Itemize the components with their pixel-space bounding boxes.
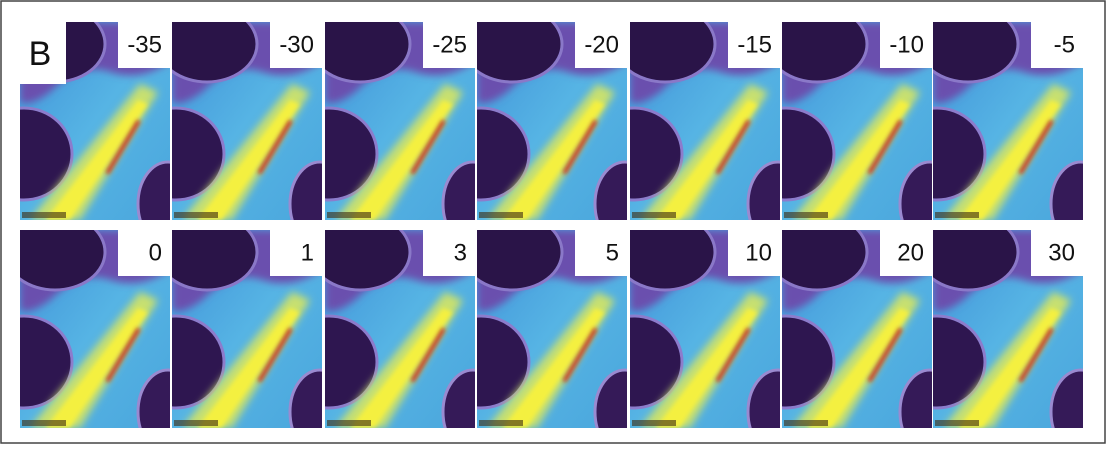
time-label: 3 [454, 239, 467, 266]
time-label: 0 [149, 239, 162, 266]
time-label: -10 [889, 31, 924, 58]
time-label: -35 [127, 31, 162, 58]
panel-label: B [29, 35, 52, 73]
time-label: 10 [745, 239, 772, 266]
time-label: -5 [1054, 31, 1075, 58]
page: -35-30-25-20-15-10-50135102030 B (() => … [0, 0, 1107, 445]
time-label: -25 [432, 31, 467, 58]
time-label: 30 [1048, 239, 1075, 266]
time-label-box [423, 230, 475, 276]
time-label: -20 [584, 31, 619, 58]
time-label: 5 [606, 239, 619, 266]
time-label-box [118, 230, 170, 276]
thermal-image: 0 [0, 214, 198, 445]
time-label: 1 [301, 239, 314, 266]
time-label: -15 [737, 31, 772, 58]
time-label: -30 [279, 31, 314, 58]
figure-panel: -35 -30 -25 -20 -15 -10 -5 0 1 3 5 10 20 30 B [0, 0, 1107, 445]
time-label-box [575, 230, 627, 276]
time-label-box [270, 230, 322, 276]
time-label: 20 [897, 239, 924, 266]
